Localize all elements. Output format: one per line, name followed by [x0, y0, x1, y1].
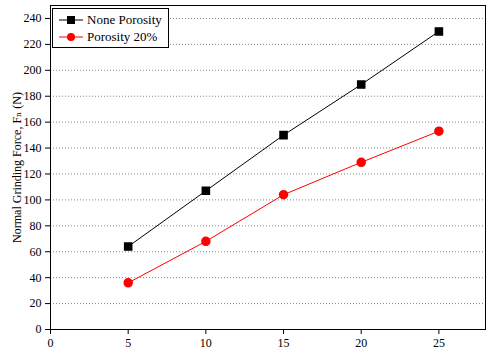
html-text:Porosity 20%: Porosity 20%: [87, 29, 158, 44]
svg-text:20: 20: [355, 336, 367, 350]
svg-text:240: 240: [24, 11, 42, 25]
svg-text:40: 40: [30, 271, 42, 285]
svg-text:15: 15: [278, 336, 290, 350]
svg-text:140: 140: [24, 141, 42, 155]
svg-text:60: 60: [30, 245, 42, 259]
html-text:None Porosity: None Porosity: [87, 12, 162, 27]
svg-text:20: 20: [30, 296, 42, 310]
svg-text:200: 200: [24, 63, 42, 77]
svg-text:120: 120: [24, 167, 42, 181]
svg-text:10: 10: [200, 336, 212, 350]
svg-text:5: 5: [125, 336, 131, 350]
svg-text:0: 0: [36, 322, 42, 336]
svg-text:80: 80: [30, 219, 42, 233]
svg-text:220: 220: [24, 37, 42, 51]
svg-text:Normal Grinding Force, Fₙ (N): Normal Grinding Force, Fₙ (N): [10, 92, 24, 243]
svg-text:160: 160: [24, 115, 42, 129]
svg-text:180: 180: [24, 89, 42, 103]
svg-text:100: 100: [24, 193, 42, 207]
svg-text:25: 25: [433, 336, 445, 350]
svg-text:0: 0: [48, 336, 54, 350]
